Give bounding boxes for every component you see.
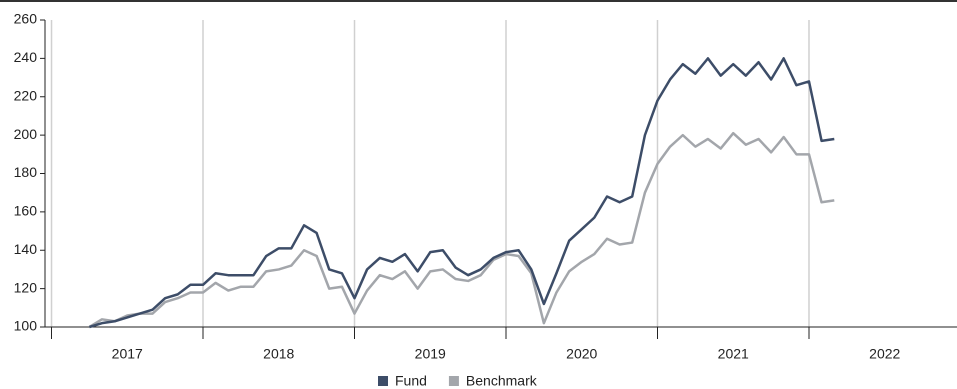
y-tick-label: 100 [14, 318, 38, 334]
x-tick-label: 2017 [112, 346, 143, 362]
legend-swatch [378, 376, 388, 386]
y-tick-label: 160 [14, 203, 38, 219]
x-tick-label: 2019 [415, 346, 446, 362]
y-tick-label: 180 [14, 164, 38, 180]
y-tick-label: 140 [14, 241, 38, 257]
legend-label: Fund [395, 373, 427, 389]
y-tick-label: 260 [14, 11, 38, 27]
x-tick-label: 2020 [566, 346, 597, 362]
x-tick-label: 2021 [718, 346, 749, 362]
line-series [89, 57, 835, 329]
x-tick-label: 2018 [263, 346, 294, 362]
line-series [88, 131, 835, 329]
legend-label: Benchmark [466, 373, 538, 389]
legend-swatch [448, 376, 459, 386]
y-tick-label: 200 [14, 126, 38, 142]
y-tick-label: 120 [14, 279, 38, 295]
top-border [0, 0, 957, 2]
y-tick-label: 240 [14, 49, 38, 65]
y-tick-label: 220 [14, 87, 38, 103]
x-tick-label: 2022 [869, 346, 900, 362]
